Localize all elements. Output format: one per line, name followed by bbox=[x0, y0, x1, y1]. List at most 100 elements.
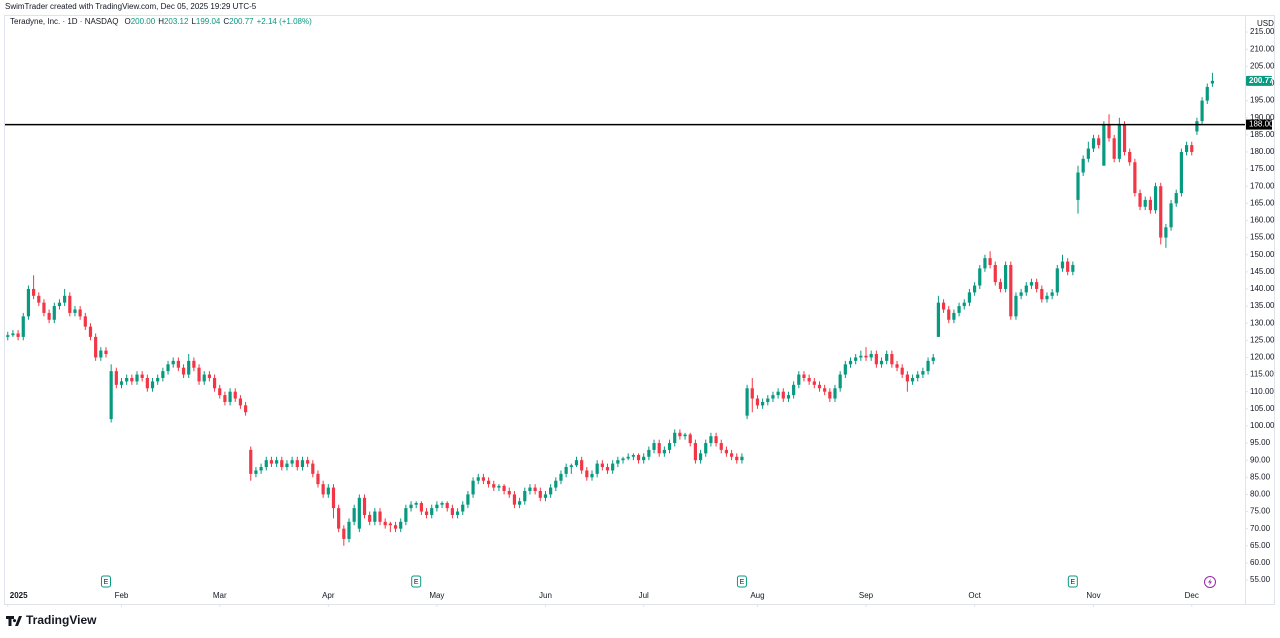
candle-body bbox=[502, 485, 506, 491]
candle-body bbox=[373, 511, 377, 522]
candle-body bbox=[399, 521, 403, 529]
candle-body bbox=[828, 391, 832, 399]
candle-body bbox=[135, 374, 139, 382]
candle-body bbox=[580, 460, 584, 471]
y-tick-label: 150.00 bbox=[1250, 250, 1275, 259]
candle-body bbox=[68, 295, 72, 313]
candle-body bbox=[626, 456, 630, 459]
candle-body bbox=[275, 460, 279, 464]
candle-body bbox=[223, 395, 227, 402]
candle-body bbox=[476, 477, 480, 481]
candle-body bbox=[1184, 145, 1189, 152]
candle-body bbox=[564, 467, 568, 474]
candle-body bbox=[264, 460, 268, 468]
legend-value: 199.04 bbox=[196, 17, 221, 26]
candle-body bbox=[63, 295, 67, 303]
candle-body bbox=[238, 398, 243, 406]
candle-body bbox=[290, 460, 294, 464]
candle-body bbox=[1200, 100, 1204, 122]
candle-body bbox=[378, 511, 382, 522]
y-tick-label: 180.00 bbox=[1250, 147, 1275, 156]
y-tick-label: 175.00 bbox=[1250, 164, 1275, 173]
candle-body bbox=[993, 264, 997, 283]
y-tick-label: 205.00 bbox=[1250, 61, 1275, 70]
candle-body bbox=[616, 460, 620, 464]
candle-body bbox=[1210, 80, 1215, 84]
candle-body bbox=[1148, 199, 1152, 211]
x-tick-label: Oct bbox=[968, 591, 981, 600]
candle-body bbox=[73, 309, 77, 313]
brand: TradingView bbox=[26, 613, 97, 627]
y-tick-label: 115.00 bbox=[1250, 370, 1274, 379]
candle-body bbox=[218, 388, 222, 396]
candle-body bbox=[161, 371, 165, 378]
candle-body bbox=[347, 521, 351, 539]
x-tick-label: Mar bbox=[213, 591, 227, 600]
candle-body bbox=[497, 485, 501, 488]
earnings-label: E bbox=[1070, 579, 1075, 586]
candle-body bbox=[771, 395, 775, 399]
y-tick-label: 105.00 bbox=[1250, 404, 1275, 413]
legend-value: 203.12 bbox=[164, 17, 189, 26]
candle-body bbox=[693, 443, 698, 461]
candle-body bbox=[393, 525, 398, 529]
candle-body bbox=[280, 460, 284, 468]
candle-body bbox=[16, 333, 20, 337]
legend: Teradyne, Inc. · 1D · NASDAQ O200.00 H203.… bbox=[10, 17, 312, 26]
candle-body bbox=[42, 302, 46, 313]
legend-change: +2.14 (+1.08%) bbox=[257, 17, 312, 26]
candle-body bbox=[32, 288, 36, 296]
candle-body bbox=[269, 460, 274, 464]
candle-body bbox=[88, 326, 93, 337]
candle-body bbox=[1004, 264, 1008, 289]
candle-body bbox=[528, 487, 532, 491]
candle-body bbox=[1164, 227, 1168, 238]
candle-body bbox=[688, 434, 692, 444]
x-tick-label: Apr bbox=[322, 591, 335, 600]
candle-body bbox=[409, 504, 413, 509]
candle-body bbox=[1174, 193, 1178, 204]
legend-key: H bbox=[158, 17, 164, 26]
candle-body bbox=[786, 395, 791, 399]
candle-body bbox=[461, 504, 465, 512]
y-tick-label: 75.00 bbox=[1250, 507, 1271, 516]
y-tick-label: 145.00 bbox=[1250, 267, 1275, 276]
candle-body bbox=[440, 502, 444, 505]
candle-body bbox=[1122, 124, 1127, 152]
candle-body bbox=[978, 268, 982, 286]
candle-body bbox=[569, 465, 573, 468]
candle-body bbox=[233, 391, 237, 399]
candle-body bbox=[895, 364, 899, 368]
candle-body bbox=[792, 384, 796, 396]
candle-body bbox=[848, 360, 853, 365]
x-tick-label: Jun bbox=[539, 591, 552, 600]
candle-body bbox=[486, 480, 491, 485]
candle-body bbox=[972, 285, 977, 293]
candle-body bbox=[187, 360, 191, 375]
y-tick-label: 210.00 bbox=[1250, 44, 1275, 53]
candle-body bbox=[37, 295, 41, 303]
candle-body bbox=[590, 473, 594, 478]
candle-body bbox=[295, 460, 299, 468]
candle-body bbox=[52, 306, 56, 320]
event-bolt bbox=[1208, 578, 1212, 586]
event-icon bbox=[1204, 576, 1216, 588]
candle-body bbox=[611, 463, 615, 471]
pane-border bbox=[4, 15, 1275, 605]
candle-body bbox=[228, 391, 232, 402]
candle-body bbox=[249, 449, 253, 474]
candle-body bbox=[145, 377, 149, 389]
candle-body bbox=[311, 463, 315, 474]
candle-body bbox=[761, 401, 765, 406]
candle-body bbox=[414, 502, 418, 505]
candle-body bbox=[1076, 172, 1080, 200]
candle-body bbox=[481, 477, 486, 481]
y-tick-label: 60.00 bbox=[1250, 558, 1271, 567]
last-price-label: 200.77 bbox=[1249, 76, 1274, 85]
candle-body bbox=[781, 391, 785, 399]
candle-body bbox=[1138, 193, 1142, 207]
candle-body bbox=[574, 460, 579, 466]
y-tick-label: 110.00 bbox=[1250, 387, 1274, 396]
y-tick-label: 85.00 bbox=[1250, 472, 1271, 481]
candle-body bbox=[254, 470, 258, 474]
